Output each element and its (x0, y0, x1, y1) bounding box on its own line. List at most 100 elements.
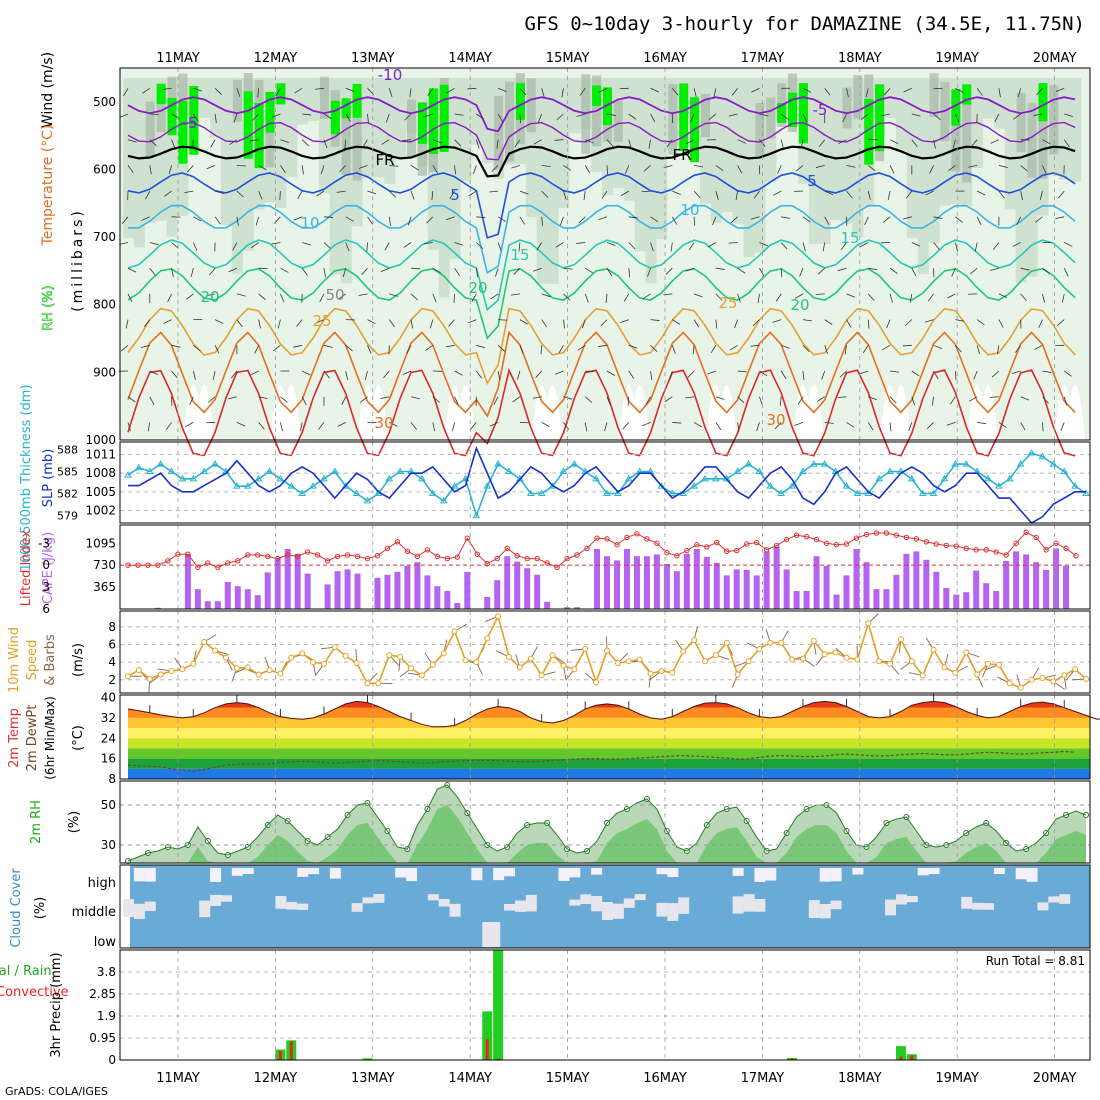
wind-barb (561, 88, 564, 98)
date-label-bottom: 18MAY (838, 1071, 882, 1086)
wind-barb (951, 268, 956, 277)
thickness-point (330, 467, 339, 474)
wind-barb (737, 370, 747, 373)
cape-bar (713, 562, 720, 609)
wind-barb (650, 242, 654, 252)
wind-speed-point (865, 620, 872, 627)
wind-barb (366, 242, 368, 252)
svg-text:Speed: Speed (25, 640, 40, 681)
wind-barb (165, 422, 172, 430)
wind-speed-point (255, 671, 262, 678)
wind-barb (127, 293, 133, 303)
wind-barb (693, 88, 697, 98)
wind-barb (490, 293, 499, 300)
wind-speed-point (669, 669, 676, 676)
li-point (803, 533, 810, 540)
wind-barb (584, 422, 588, 432)
wind-speed-point (397, 653, 404, 660)
wind-barb (127, 267, 137, 273)
wind-barb (837, 396, 847, 399)
thickness-point (1038, 452, 1047, 460)
rh-high (777, 102, 787, 123)
wind-barb (338, 293, 346, 300)
wind-speed-point (876, 658, 883, 665)
rh-shade-dark (505, 81, 515, 162)
wind-barb (541, 88, 545, 98)
cloud-mid-gap (144, 901, 156, 912)
wind-barb (1042, 422, 1044, 432)
wind-barb (149, 113, 159, 116)
wind-speed-point (299, 650, 306, 657)
rh-high (156, 83, 166, 105)
rh-shade (710, 78, 722, 223)
rh-shade (155, 78, 167, 221)
wind-barb (933, 344, 943, 350)
wind-barb (818, 139, 826, 148)
thickness-point (352, 489, 361, 497)
wind-barb (214, 190, 224, 194)
rh-shade (210, 78, 222, 138)
cloud-high-gap (297, 868, 309, 877)
rh-high (515, 83, 525, 120)
li-tick: 0 (42, 558, 50, 572)
rh-high (341, 98, 351, 119)
svg-text:Convective: Convective (0, 985, 69, 1000)
wind-speed-point (1028, 676, 1035, 683)
thickness-point (254, 474, 263, 482)
wind-barb (432, 267, 441, 274)
wind-speed-point (1061, 672, 1068, 679)
wind-barb (973, 370, 978, 380)
wind-barb (280, 267, 289, 273)
li-point (195, 564, 201, 571)
li-point (883, 530, 890, 536)
wind-barb (824, 345, 828, 354)
wind-barb (319, 293, 325, 303)
wind-barb (297, 190, 303, 200)
precip-total-bar (482, 1011, 493, 1060)
cape-bar (873, 589, 880, 609)
wind-speed-point (908, 658, 915, 665)
wind-speed-point (680, 648, 687, 655)
wind-barb (948, 165, 956, 172)
li-point (604, 536, 610, 542)
wind-barb (1036, 88, 1043, 96)
wind-barb (519, 345, 524, 354)
wind-barb (491, 165, 499, 172)
wind-barb (737, 422, 740, 432)
wind-barb (802, 242, 806, 252)
wind-barb (604, 422, 608, 432)
wind-barb (498, 319, 508, 321)
wind-barb (251, 242, 259, 249)
wind-barb (1064, 242, 1073, 247)
temperature-contour (127, 121, 1076, 161)
wind-speed-point (277, 670, 284, 677)
wind-barb (795, 165, 804, 172)
li-point (534, 555, 540, 562)
thickness-point (439, 496, 448, 504)
cape-bar (404, 565, 411, 609)
wind-barb (1012, 242, 1021, 247)
thickness-point (341, 482, 350, 489)
rh-shade (329, 78, 341, 275)
wind-barb (410, 190, 415, 200)
thickness-point (940, 474, 949, 482)
wind-barb (342, 268, 347, 277)
svg-text:& Barbs: & Barbs (43, 634, 58, 686)
wind-barb (685, 267, 695, 272)
wind-barb (1058, 190, 1065, 199)
wind-barb (933, 242, 940, 250)
wind-barb (672, 319, 681, 325)
li-point (753, 539, 760, 546)
wind-barb (867, 191, 871, 200)
wind-barb (846, 190, 853, 199)
cape-tick: 730 (93, 558, 116, 572)
li-point (544, 560, 550, 566)
thickness-point (886, 467, 894, 474)
wind-speed-point (506, 653, 513, 660)
wind-barb (620, 190, 629, 196)
cape-bar (514, 561, 521, 609)
wind-barb (753, 190, 760, 199)
svg-text:(m/s): (m/s) (71, 643, 86, 677)
precip-convective-bar (289, 1041, 293, 1060)
slp-tick: 1005 (85, 485, 116, 499)
